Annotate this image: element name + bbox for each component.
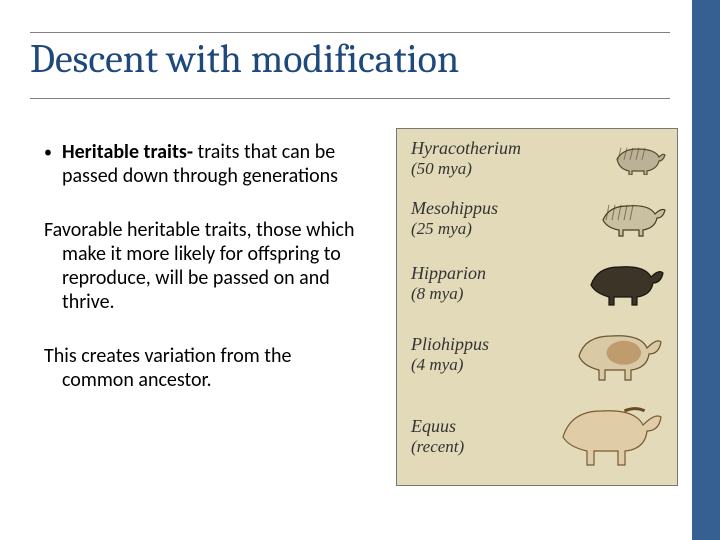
body-text-area: • Heritable traits- traits that can be p… <box>44 140 364 422</box>
figure-species-name: Hyracotherium <box>411 138 607 159</box>
figure-species-name: Hipparion <box>411 263 583 284</box>
title-rule-top <box>30 32 670 33</box>
figure-label: Equus(recent) <box>411 416 555 456</box>
figure-row-pliohippus: Pliohippus(4 mya) <box>397 317 677 391</box>
figure-species-name: Equus <box>411 416 555 437</box>
figure-label: Pliohippus(4 mya) <box>411 334 571 374</box>
paragraph-favorable: Favorable heritable traits, those which … <box>44 218 364 314</box>
bullet-text: Heritable traits- traits that can be pas… <box>62 140 364 188</box>
figure-species-age: (recent) <box>411 437 555 457</box>
figure-silhouette <box>607 141 667 175</box>
figure-species-name: Mesohippus <box>411 198 595 219</box>
figure-silhouette <box>555 399 667 473</box>
figure-silhouette <box>571 324 667 384</box>
figure-species-age: (50 mya) <box>411 159 607 179</box>
bullet-marker: • <box>44 140 62 188</box>
figure-row-mesohippus: Mesohippus(25 mya) <box>397 187 677 249</box>
paragraph-variation: This creates variation from the common a… <box>44 344 364 392</box>
figure-label: Hipparion(8 mya) <box>411 263 583 303</box>
figure-species-name: Pliohippus <box>411 334 571 355</box>
figure-species-age: (4 mya) <box>411 355 571 375</box>
slide-title: Descent with modification <box>30 36 459 82</box>
horse-evolution-figure: Hyracotherium(50 mya) Mesohippus(25 mya) H… <box>396 128 678 486</box>
figure-row-hipparion: Hipparion(8 mya) <box>397 249 677 317</box>
figure-silhouette <box>583 257 667 309</box>
figure-silhouette <box>595 196 667 240</box>
figure-species-age: (25 mya) <box>411 219 595 239</box>
accent-bar <box>692 0 720 540</box>
title-rule-bottom <box>30 98 670 99</box>
figure-label: Hyracotherium(50 mya) <box>411 138 607 178</box>
figure-species-age: (8 mya) <box>411 284 583 304</box>
bullet-bold: Heritable traits- <box>62 140 198 164</box>
figure-row-hyracotherium: Hyracotherium(50 mya) <box>397 129 677 187</box>
figure-label: Mesohippus(25 mya) <box>411 198 595 238</box>
bullet-heritable-traits: • Heritable traits- traits that can be p… <box>44 140 364 188</box>
figure-row-equus: Equus(recent) <box>397 391 677 481</box>
